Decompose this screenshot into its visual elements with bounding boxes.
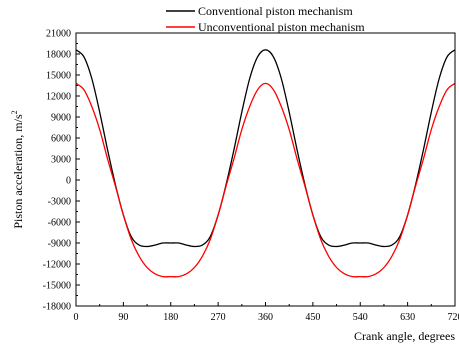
y-axis-label-text: Piston acceleration, m/s xyxy=(11,114,25,229)
x-tick-label: 180 xyxy=(163,312,178,323)
x-tick-label: 90 xyxy=(118,312,128,323)
x-tick-label: 630 xyxy=(400,312,415,323)
legend-label-1: Conventional piston mechanism xyxy=(198,4,353,18)
y-tick-label: 0 xyxy=(66,176,71,187)
series-line-2 xyxy=(75,82,456,278)
x-tick-label: 360 xyxy=(258,312,273,323)
plot-frame xyxy=(75,32,456,307)
y-tick-label: 18000 xyxy=(46,50,71,61)
y-tick-label: 6000 xyxy=(51,134,71,145)
x-tick-label: 270 xyxy=(211,312,226,323)
y-axis-label-superscript: 2 xyxy=(10,110,19,114)
y-tick-label: -12000 xyxy=(43,260,71,271)
y-tick-label: -3000 xyxy=(48,197,71,208)
y-tick-label: -6000 xyxy=(48,218,71,229)
x-axis-label: Crank angle, degrees xyxy=(354,329,455,343)
y-tick-label: 9000 xyxy=(51,113,71,124)
y-tick-label: -15000 xyxy=(43,281,71,292)
legend: Conventional piston mechanism Unconventio… xyxy=(166,4,365,34)
y-tick-label: -18000 xyxy=(43,302,71,313)
x-tick-labels: 0 90 180 270 360 450 540 630 720 xyxy=(74,312,459,323)
y-tick-label: -9000 xyxy=(48,239,71,250)
series-line-1 xyxy=(75,49,456,248)
y-tick-label: 21000 xyxy=(46,29,71,40)
y-tick-labels: -18000 -15000 -12000 -9000 -6000 -3000 0 3000 60… xyxy=(43,29,71,313)
y-tick-label: 15000 xyxy=(46,71,71,82)
y-axis-label: Piston acceleration, m/s2 xyxy=(10,110,25,228)
legend-label-2: Unconventional piston mechanism xyxy=(198,20,365,34)
x-tick-label: 450 xyxy=(305,312,320,323)
axis-ticks xyxy=(75,32,456,307)
y-tick-label: 12000 xyxy=(46,92,71,103)
x-tick-label: 540 xyxy=(353,312,368,323)
x-tick-label: 720 xyxy=(448,312,459,323)
y-tick-label: 3000 xyxy=(51,155,71,166)
x-tick-label: 0 xyxy=(74,312,79,323)
series-lines xyxy=(75,49,456,278)
